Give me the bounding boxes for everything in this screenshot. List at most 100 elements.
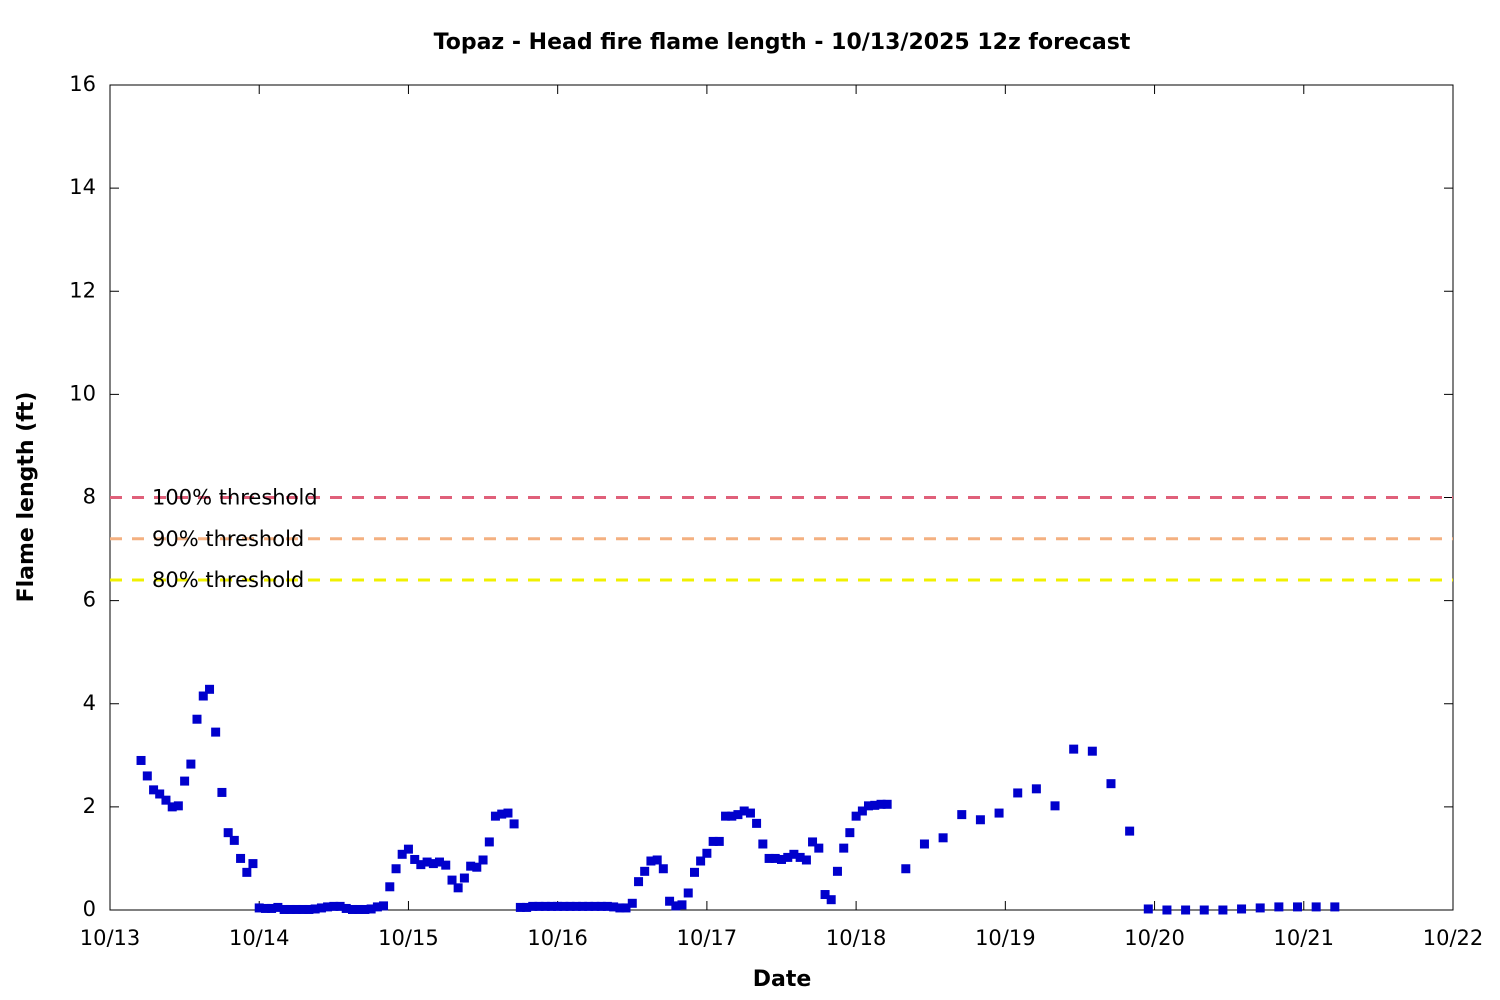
point — [801, 855, 811, 865]
point — [1237, 904, 1247, 914]
point — [298, 904, 308, 914]
x-tick-label: 10/16 — [527, 926, 588, 950]
point — [316, 903, 326, 913]
point — [490, 811, 500, 821]
point — [447, 875, 457, 885]
point — [565, 901, 575, 911]
point — [1162, 905, 1172, 915]
point — [690, 867, 700, 877]
point — [466, 861, 476, 871]
point — [683, 888, 693, 898]
point — [248, 859, 258, 869]
point — [584, 901, 594, 911]
point — [155, 789, 165, 799]
y-tick-label: 14 — [69, 175, 96, 199]
point — [379, 901, 389, 911]
point — [578, 901, 588, 911]
point — [285, 904, 295, 914]
point — [777, 854, 786, 864]
point — [634, 877, 644, 887]
point — [851, 811, 861, 821]
point — [161, 795, 171, 805]
point — [1330, 902, 1340, 912]
point — [857, 806, 867, 816]
y-axis-title: Flame length (ft) — [14, 392, 39, 603]
point — [254, 903, 264, 913]
point — [1274, 902, 1284, 912]
point — [422, 857, 432, 867]
point — [341, 903, 351, 913]
point — [764, 853, 774, 863]
x-tick-label: 10/15 — [378, 926, 439, 950]
point — [571, 901, 581, 911]
y-tick-label: 0 — [83, 897, 96, 921]
point — [410, 854, 420, 864]
point — [503, 808, 513, 818]
point — [192, 714, 202, 724]
point — [646, 856, 656, 866]
point — [590, 901, 600, 911]
point — [292, 904, 302, 914]
point — [236, 853, 246, 863]
point — [304, 904, 314, 914]
point — [832, 866, 842, 876]
point — [509, 819, 519, 829]
point — [727, 811, 737, 821]
point — [391, 864, 401, 874]
point — [173, 801, 183, 811]
x-tick-label: 10/22 — [1423, 926, 1484, 950]
point — [1050, 801, 1060, 811]
point — [714, 836, 724, 846]
point — [721, 811, 731, 821]
point — [472, 862, 482, 872]
point — [671, 901, 681, 911]
y-tick-label: 6 — [83, 588, 96, 612]
point — [1069, 744, 1079, 754]
point — [876, 799, 886, 809]
y-tick-label: 4 — [83, 691, 96, 715]
point — [863, 801, 873, 811]
x-axis-title: Date — [753, 967, 812, 992]
y-tick-label: 16 — [69, 72, 96, 96]
point — [428, 859, 438, 869]
point — [205, 684, 215, 694]
point — [609, 902, 619, 912]
point — [621, 903, 631, 913]
point — [360, 904, 370, 914]
point — [434, 857, 444, 867]
point — [702, 848, 712, 858]
point — [820, 890, 830, 900]
point — [546, 901, 556, 911]
point — [310, 904, 320, 914]
point — [758, 839, 768, 849]
x-tick-label: 10/20 — [1124, 926, 1185, 950]
threshold-label: 100% threshold — [152, 486, 318, 510]
point — [260, 903, 270, 913]
y-tick-label: 10 — [69, 381, 96, 405]
chart-title: Topaz - Head fire flame length - 10/13/2… — [434, 30, 1131, 55]
point — [279, 904, 289, 914]
point — [602, 901, 612, 911]
point — [242, 867, 252, 877]
point — [745, 808, 755, 818]
x-tick-label: 10/14 — [229, 926, 290, 950]
point — [845, 828, 855, 838]
point — [1106, 779, 1116, 789]
point — [919, 839, 929, 849]
point — [739, 806, 749, 816]
threshold-label: 90% threshold — [152, 527, 304, 551]
point — [403, 844, 413, 854]
point — [528, 901, 538, 911]
point — [323, 902, 333, 912]
point — [1293, 902, 1303, 912]
point — [534, 901, 544, 911]
point — [789, 849, 799, 859]
point — [229, 835, 239, 845]
point — [441, 860, 451, 870]
point — [1143, 904, 1153, 914]
point — [839, 843, 849, 853]
point — [198, 691, 208, 701]
